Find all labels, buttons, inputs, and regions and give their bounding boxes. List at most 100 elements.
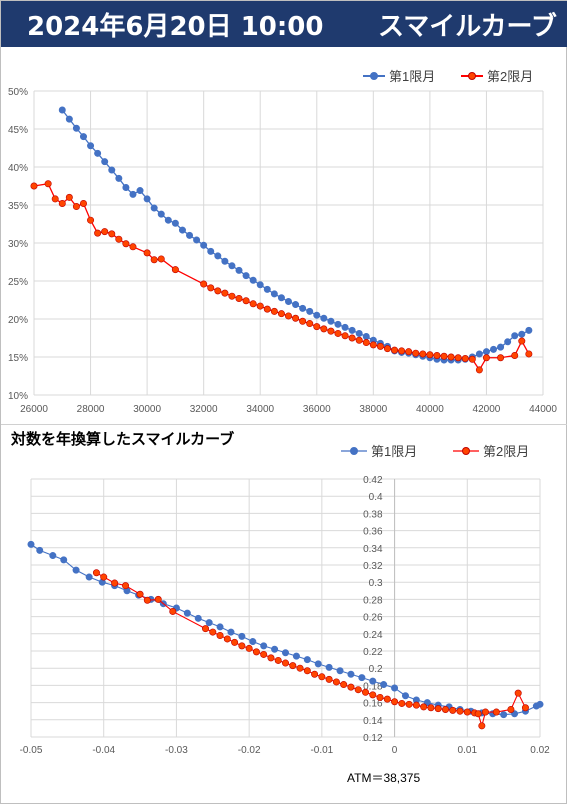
data-point bbox=[320, 325, 328, 333]
data-point bbox=[376, 693, 384, 701]
data-point bbox=[434, 705, 442, 713]
data-point bbox=[216, 632, 224, 640]
data-point bbox=[341, 332, 349, 340]
data-point bbox=[289, 662, 297, 670]
header-title: スマイルカーブ bbox=[378, 12, 557, 42]
data-point bbox=[221, 257, 229, 265]
data-point bbox=[454, 354, 462, 362]
data-point bbox=[475, 366, 483, 374]
smile-curve-chart: 10% 15% 20% 25% 30% 35% 40% 45% 50% 26000 28000 300… bbox=[8, 69, 557, 415]
data-point bbox=[313, 311, 321, 319]
x-tick-label: 34000 bbox=[246, 404, 274, 415]
data-point bbox=[65, 193, 73, 201]
data-point bbox=[306, 307, 314, 315]
data-point bbox=[100, 573, 108, 581]
data-point bbox=[327, 317, 335, 325]
x-tick-label: 36000 bbox=[303, 404, 331, 415]
data-point bbox=[115, 235, 123, 243]
data-point bbox=[129, 243, 137, 251]
data-point bbox=[108, 230, 116, 238]
data-point bbox=[340, 681, 348, 689]
y-tick-label: 0.16 bbox=[363, 699, 383, 710]
y-tick-label: 45% bbox=[8, 125, 28, 136]
y-tick-label: 0.4 bbox=[369, 492, 383, 503]
data-point bbox=[376, 342, 384, 350]
data-point bbox=[157, 255, 165, 263]
y-tick-label: 25% bbox=[8, 277, 28, 288]
data-point bbox=[193, 236, 201, 244]
data-point bbox=[122, 184, 130, 192]
data-point bbox=[72, 566, 80, 574]
data-point bbox=[72, 203, 80, 211]
data-point bbox=[207, 284, 215, 292]
data-point bbox=[157, 210, 165, 218]
header-bar: 2024年6月20日 10:00 スマイルカーブ bbox=[1, 1, 567, 47]
x-tick-label: 40000 bbox=[416, 404, 444, 415]
chart2-title: 対数を年換算したスマイルカーブ bbox=[11, 430, 235, 448]
data-point bbox=[511, 351, 519, 359]
data-point bbox=[94, 149, 102, 157]
data-point bbox=[412, 349, 420, 357]
data-point bbox=[228, 262, 236, 270]
data-point bbox=[325, 663, 333, 671]
y-tick-label: 0.38 bbox=[363, 509, 383, 520]
data-point bbox=[419, 350, 427, 358]
data-point bbox=[461, 355, 469, 363]
data-point bbox=[497, 354, 505, 362]
data-point bbox=[58, 106, 66, 114]
data-point bbox=[380, 681, 388, 689]
y-tick-label: 0.22 bbox=[363, 647, 383, 658]
data-point bbox=[271, 645, 279, 653]
data-point bbox=[341, 323, 349, 331]
data-point bbox=[277, 310, 285, 318]
x-tick-label: 38000 bbox=[359, 404, 387, 415]
data-point bbox=[405, 348, 413, 356]
data-point bbox=[318, 673, 326, 681]
data-point bbox=[497, 343, 505, 351]
data-point bbox=[284, 298, 292, 306]
data-point bbox=[150, 256, 158, 264]
data-point bbox=[334, 320, 342, 328]
y-tick-label: 0.26 bbox=[363, 613, 383, 624]
legend-marker bbox=[468, 72, 476, 80]
data-point bbox=[336, 667, 344, 675]
data-point bbox=[115, 174, 123, 182]
y-tick-label: 0.18 bbox=[363, 681, 383, 692]
x-tick-label: -0.03 bbox=[165, 745, 188, 756]
data-point bbox=[405, 700, 413, 708]
data-point bbox=[306, 320, 314, 328]
y-tick-label: 15% bbox=[8, 353, 28, 364]
y-tick-label: 0.34 bbox=[363, 544, 383, 555]
data-point bbox=[108, 166, 116, 174]
data-point bbox=[207, 247, 215, 255]
data-point bbox=[235, 266, 243, 274]
data-point bbox=[313, 323, 321, 331]
data-point bbox=[122, 582, 130, 590]
y-tick-label: 0.28 bbox=[363, 595, 383, 606]
data-point bbox=[427, 704, 435, 712]
y-tick-label: 35% bbox=[8, 201, 28, 212]
data-point bbox=[358, 674, 366, 682]
data-point bbox=[348, 326, 356, 334]
series-line bbox=[30, 543, 541, 716]
y-tick-label: 0.24 bbox=[363, 630, 383, 641]
data-point bbox=[238, 642, 246, 650]
data-point bbox=[474, 710, 482, 718]
data-point bbox=[362, 332, 370, 340]
data-point bbox=[72, 124, 80, 132]
legend-marker bbox=[462, 447, 470, 455]
x-tick-label: 26000 bbox=[20, 404, 48, 415]
x-tick-label: 28000 bbox=[77, 404, 105, 415]
y-tick-label: 0.3 bbox=[369, 578, 383, 589]
data-point bbox=[178, 226, 186, 234]
data-point bbox=[303, 667, 311, 675]
data-point bbox=[263, 305, 271, 313]
data-point bbox=[51, 195, 59, 203]
y-tick-label: 0.42 bbox=[363, 475, 383, 486]
data-point bbox=[143, 249, 151, 257]
data-point bbox=[478, 722, 486, 730]
data-point bbox=[327, 327, 335, 335]
y-tick-label: 0.32 bbox=[363, 561, 383, 572]
data-point bbox=[347, 670, 355, 678]
